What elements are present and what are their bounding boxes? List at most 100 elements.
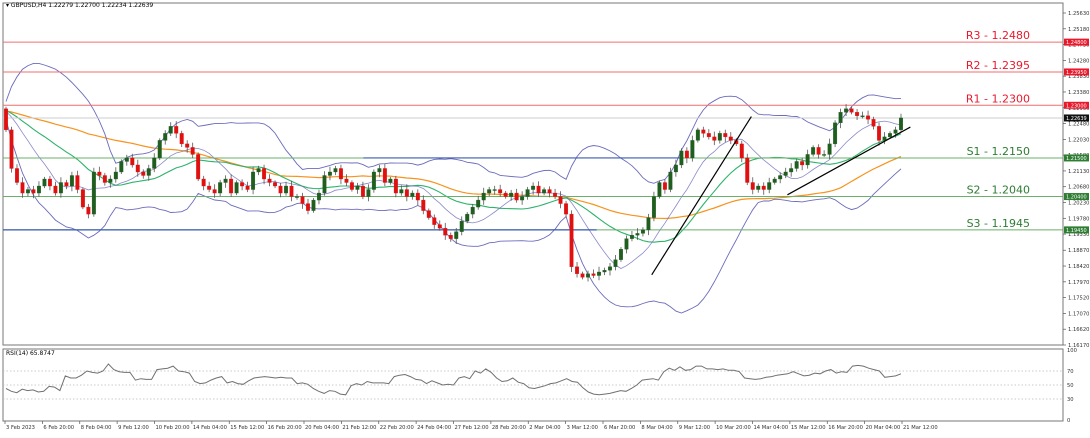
candle[interactable] xyxy=(207,181,212,193)
candle[interactable] xyxy=(767,177,772,194)
candle[interactable] xyxy=(728,132,733,145)
candle[interactable] xyxy=(542,187,547,196)
candle[interactable] xyxy=(630,230,634,242)
candle[interactable] xyxy=(432,214,437,229)
candle[interactable] xyxy=(251,166,256,195)
candle[interactable] xyxy=(492,185,497,195)
candle[interactable] xyxy=(882,132,887,145)
candle[interactable] xyxy=(591,269,596,279)
candle[interactable] xyxy=(174,121,179,139)
candle[interactable] xyxy=(547,186,552,198)
candle[interactable] xyxy=(575,262,579,278)
candle[interactable] xyxy=(163,130,168,145)
candle[interactable] xyxy=(866,110,871,125)
candle[interactable] xyxy=(185,140,190,153)
candle[interactable] xyxy=(640,227,645,237)
candle[interactable] xyxy=(673,159,678,177)
candle[interactable] xyxy=(366,184,371,202)
candle[interactable] xyxy=(130,153,135,168)
candle[interactable] xyxy=(377,164,382,178)
candle[interactable] xyxy=(481,187,486,205)
candle[interactable] xyxy=(124,154,129,166)
candle[interactable] xyxy=(531,182,536,195)
candle[interactable] xyxy=(9,126,14,173)
candle[interactable] xyxy=(113,167,118,183)
trendline[interactable] xyxy=(651,116,752,276)
candle[interactable] xyxy=(218,179,223,197)
candle[interactable] xyxy=(855,109,860,121)
candle[interactable] xyxy=(443,222,448,240)
candle[interactable] xyxy=(679,148,684,169)
candle[interactable] xyxy=(404,184,409,202)
candle[interactable] xyxy=(146,164,151,181)
candle[interactable] xyxy=(783,167,788,179)
candle[interactable] xyxy=(102,172,107,186)
candle[interactable] xyxy=(662,179,667,194)
candle[interactable] xyxy=(382,163,387,187)
candle[interactable] xyxy=(229,174,234,197)
candle[interactable] xyxy=(706,129,711,140)
candle[interactable] xyxy=(338,164,343,185)
candle[interactable] xyxy=(393,175,398,198)
candle[interactable] xyxy=(509,189,514,201)
candle[interactable] xyxy=(459,216,464,236)
candle[interactable] xyxy=(328,166,332,181)
candle[interactable] xyxy=(31,185,36,199)
candle[interactable] xyxy=(322,171,327,196)
candle[interactable] xyxy=(234,180,239,196)
candle[interactable] xyxy=(349,180,354,192)
candle[interactable] xyxy=(333,165,338,176)
candle[interactable] xyxy=(267,174,272,187)
candle[interactable] xyxy=(476,195,481,210)
candle[interactable] xyxy=(410,190,415,200)
candle[interactable] xyxy=(36,181,41,197)
candle[interactable] xyxy=(772,176,777,185)
candle[interactable] xyxy=(525,186,530,200)
candle[interactable] xyxy=(256,165,261,176)
candle[interactable] xyxy=(871,116,876,130)
candle[interactable] xyxy=(399,185,404,196)
candle[interactable] xyxy=(47,175,52,191)
candle[interactable] xyxy=(684,147,689,164)
candle[interactable] xyxy=(190,142,195,159)
candle[interactable] xyxy=(4,106,8,132)
candle[interactable] xyxy=(80,187,85,210)
candle[interactable] xyxy=(75,170,80,194)
candle[interactable] xyxy=(723,129,728,143)
candle[interactable] xyxy=(245,181,250,193)
candle[interactable] xyxy=(344,174,349,187)
candle[interactable] xyxy=(470,203,475,219)
candle[interactable] xyxy=(651,191,656,222)
candle[interactable] xyxy=(388,176,393,185)
candle[interactable] xyxy=(761,182,766,195)
candle[interactable] xyxy=(168,122,173,137)
candle[interactable] xyxy=(536,181,541,197)
candle[interactable] xyxy=(498,184,503,197)
candle[interactable] xyxy=(119,159,124,175)
candle[interactable] xyxy=(317,189,321,205)
trendline[interactable] xyxy=(787,126,911,196)
candle[interactable] xyxy=(262,164,267,185)
candle[interactable] xyxy=(778,172,783,184)
candle[interactable] xyxy=(646,213,651,236)
candle[interactable] xyxy=(558,191,563,209)
candle[interactable] xyxy=(701,126,706,138)
candle[interactable] xyxy=(822,150,827,158)
candle[interactable] xyxy=(564,200,569,218)
candle[interactable] xyxy=(108,175,113,188)
candle[interactable] xyxy=(827,138,832,160)
candle[interactable] xyxy=(53,181,58,196)
candle[interactable] xyxy=(838,108,843,129)
candle[interactable] xyxy=(152,153,157,173)
candle[interactable] xyxy=(20,177,25,198)
candle[interactable] xyxy=(816,144,821,159)
candle[interactable] xyxy=(300,192,305,209)
candle[interactable] xyxy=(278,182,283,198)
candle[interactable] xyxy=(514,188,519,203)
candle[interactable] xyxy=(26,186,30,197)
candle[interactable] xyxy=(212,184,217,198)
candle[interactable] xyxy=(717,130,722,144)
candle[interactable] xyxy=(844,104,849,117)
